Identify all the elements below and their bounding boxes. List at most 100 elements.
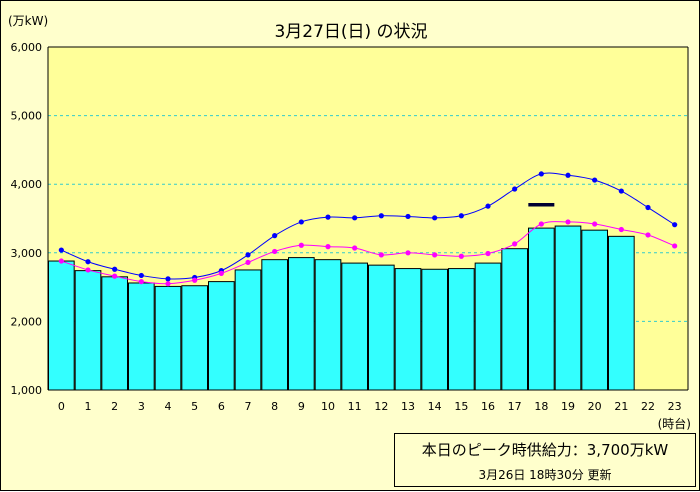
x-tick-label: 7 xyxy=(245,400,252,413)
lower-line-point xyxy=(192,277,198,283)
upper-line-point xyxy=(245,252,251,258)
demand-bar xyxy=(74,270,102,391)
upper-line-point xyxy=(165,276,171,282)
lower-line-point xyxy=(618,226,624,233)
y-tick-label: 5,000 xyxy=(11,110,43,123)
lower-line-point xyxy=(272,248,278,255)
x-tick-label: 5 xyxy=(191,400,198,413)
x-tick-label: 14 xyxy=(428,400,442,413)
demand-bar xyxy=(314,259,342,391)
lower-line-point xyxy=(458,253,464,259)
x-tick-label: 22 xyxy=(641,400,655,413)
x-tick-label: 2 xyxy=(111,400,118,413)
upper-line-point xyxy=(352,215,358,221)
y-axis-unit-label: (万kW) xyxy=(8,14,48,28)
lower-line-point xyxy=(112,273,118,279)
demand-bar xyxy=(154,285,182,391)
upper-line-point xyxy=(432,215,438,221)
x-tick-label: 15 xyxy=(454,400,468,413)
lower-line-point xyxy=(485,250,491,257)
lower-line-point xyxy=(672,243,678,249)
x-tick-label: 3 xyxy=(138,400,145,413)
x-tick-label: 10 xyxy=(321,400,335,413)
demand-bar xyxy=(48,260,75,391)
demand-bar xyxy=(394,268,422,391)
y-tick-label: 6,000 xyxy=(11,41,43,54)
demand-bar xyxy=(208,281,235,391)
lower-line-point xyxy=(432,252,438,258)
demand-bar xyxy=(128,282,155,391)
y-tick-label: 4,000 xyxy=(11,178,43,191)
demand-bar xyxy=(501,248,529,391)
last-updated-text: 3月26日 18時30分 更新 xyxy=(478,468,612,482)
lower-line-point xyxy=(512,241,518,247)
upper-line-point xyxy=(272,233,278,239)
x-tick-label: 9 xyxy=(298,400,305,413)
demand-bar xyxy=(261,259,289,391)
demand-bar xyxy=(234,269,262,391)
lower-line-point xyxy=(378,252,384,258)
demand-bar xyxy=(528,227,555,391)
upper-line-point xyxy=(538,171,544,177)
demand-bar xyxy=(474,262,502,391)
upper-line-point xyxy=(485,203,491,209)
demand-bar xyxy=(101,276,129,391)
lower-line-point xyxy=(218,270,224,276)
upper-line-point xyxy=(512,186,518,192)
x-tick-label: 17 xyxy=(508,400,522,413)
x-tick-label: 20 xyxy=(588,400,602,413)
lower-line-point xyxy=(165,281,171,287)
chart-title: 3月27日(日) の状況 xyxy=(274,22,427,42)
upper-line-point xyxy=(405,213,411,220)
x-tick-label: 11 xyxy=(348,400,362,413)
x-tick-label: 23 xyxy=(668,400,682,413)
peak-supply-capacity-text: 本日のピーク時供給力：3,700万kW xyxy=(421,441,669,459)
y-tick-label: 2,000 xyxy=(11,315,43,328)
supply-info-box: 本日のピーク時供給力：3,700万kW 3月26日 18時30分 更新 xyxy=(394,433,696,487)
lower-line-point xyxy=(85,267,91,273)
upper-line-point xyxy=(325,214,331,220)
upper-line-point xyxy=(298,219,304,225)
lower-line-point xyxy=(565,219,571,225)
upper-line-point xyxy=(672,222,678,228)
x-tick-label: 18 xyxy=(534,400,548,413)
upper-line-point xyxy=(138,272,144,279)
x-tick-label: 19 xyxy=(561,400,575,413)
upper-line-point xyxy=(645,204,651,211)
x-tick-label: 16 xyxy=(481,400,495,413)
lower-line-point xyxy=(538,221,544,227)
upper-line-point xyxy=(112,266,118,272)
x-tick-label: 6 xyxy=(218,400,225,413)
lower-line-point xyxy=(245,259,251,266)
x-tick-label: 13 xyxy=(401,400,415,413)
upper-line-point xyxy=(378,213,384,219)
demand-bar xyxy=(341,262,369,391)
demand-bar xyxy=(608,235,635,391)
lower-line-point xyxy=(352,245,358,251)
x-axis-unit-label: (時台) xyxy=(658,416,691,431)
upper-line-point xyxy=(458,213,464,219)
x-tick-label: 21 xyxy=(614,400,628,413)
upper-line-point xyxy=(565,172,571,178)
lower-line-point xyxy=(325,244,331,250)
demand-bar xyxy=(288,257,315,391)
x-tick-label: 0 xyxy=(58,400,65,413)
lower-line-point xyxy=(138,279,144,285)
lower-line-point xyxy=(592,221,598,227)
demand-bar xyxy=(421,268,449,391)
demand-bar xyxy=(368,264,395,391)
demand-bar xyxy=(554,225,582,391)
lower-line-point xyxy=(405,250,411,256)
upper-line-point xyxy=(592,177,598,183)
lower-line-point xyxy=(298,242,304,248)
x-tick-label: 4 xyxy=(165,400,172,413)
x-tick-label: 8 xyxy=(271,400,278,413)
x-tick-label: 12 xyxy=(374,400,388,413)
upper-line-point xyxy=(618,188,624,194)
demand-bar xyxy=(581,229,608,391)
demand-bar xyxy=(181,285,208,391)
upper-line-point xyxy=(58,247,64,253)
x-tick-label: 1 xyxy=(85,400,92,413)
